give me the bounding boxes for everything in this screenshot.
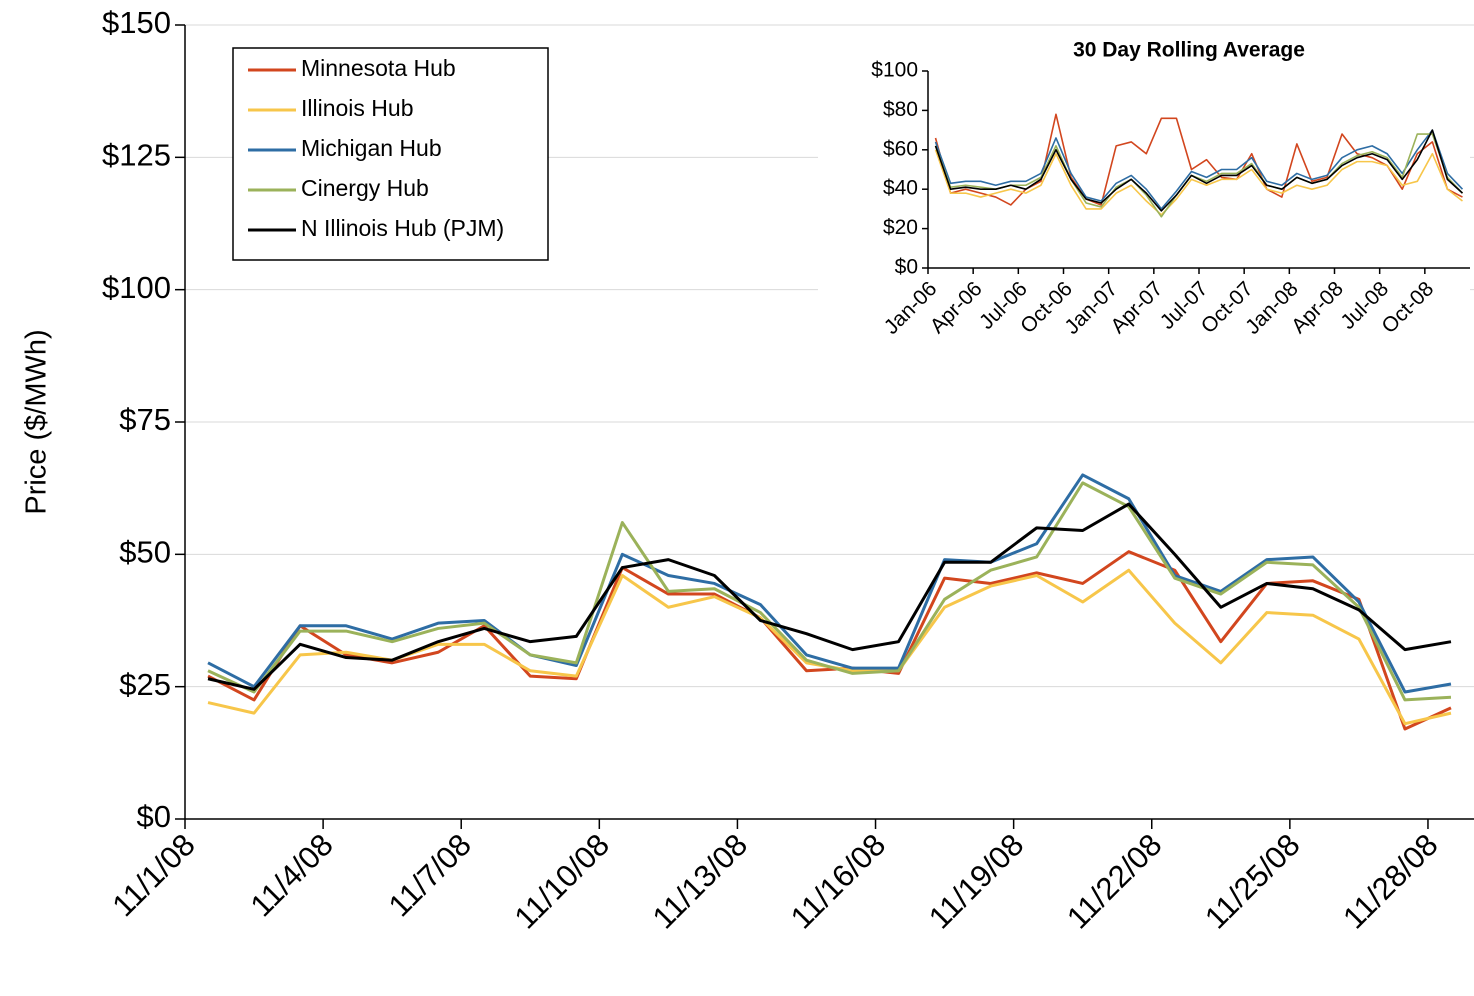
legend-label: Cinergy Hub: [301, 175, 429, 201]
y-tick-label: $60: [883, 137, 918, 160]
y-tick-label: $80: [883, 98, 918, 121]
y-tick-label: $0: [137, 799, 171, 834]
series-line: [934, 133, 1464, 218]
y-tick-label: $75: [119, 402, 171, 437]
x-tick-label: 11/16/08: [784, 827, 892, 935]
series-line: [934, 129, 1464, 210]
series-line: [207, 473, 1452, 694]
x-tick-label: 11/4/08: [244, 827, 340, 923]
x-tick-label: 11/25/08: [1198, 827, 1306, 935]
x-tick-label: 11/28/08: [1336, 827, 1444, 935]
series-line: [934, 149, 1463, 216]
y-tick-label: $100: [102, 270, 171, 305]
series-line: [934, 129, 1464, 212]
x-tick-label: 11/19/08: [922, 827, 1030, 935]
x-tick-label: 11/10/08: [508, 827, 616, 935]
series-line: [207, 502, 1452, 691]
y-tick-label: $125: [102, 138, 171, 173]
y-axis-label: Price ($/MWh): [21, 329, 53, 514]
y-tick-label: $100: [871, 59, 918, 82]
legend-label: Michigan Hub: [301, 135, 442, 161]
y-tick-label: $40: [883, 177, 918, 200]
x-tick-label: 11/22/08: [1060, 827, 1168, 935]
y-tick-label: $0: [895, 256, 918, 279]
series-line: [207, 568, 1452, 726]
y-tick-label: $20: [883, 216, 918, 239]
legend-box: [232, 47, 549, 261]
x-tick-label: 11/13/08: [646, 827, 754, 935]
chart-title: 30 Day Rolling Average: [1073, 39, 1305, 62]
legend-label: Illinois Hub: [301, 95, 414, 121]
series-line: [207, 481, 1452, 702]
series-line: [207, 550, 1452, 731]
y-tick-label: $50: [119, 535, 171, 570]
y-tick-label: $25: [119, 667, 171, 702]
y-tick-label: $150: [102, 5, 171, 40]
x-tick-label: 11/7/08: [382, 827, 478, 923]
legend-label: Minnesota Hub: [301, 55, 456, 81]
legend-label: N Illinois Hub (PJM): [301, 215, 504, 241]
x-tick-label: 11/1/08: [105, 827, 201, 923]
